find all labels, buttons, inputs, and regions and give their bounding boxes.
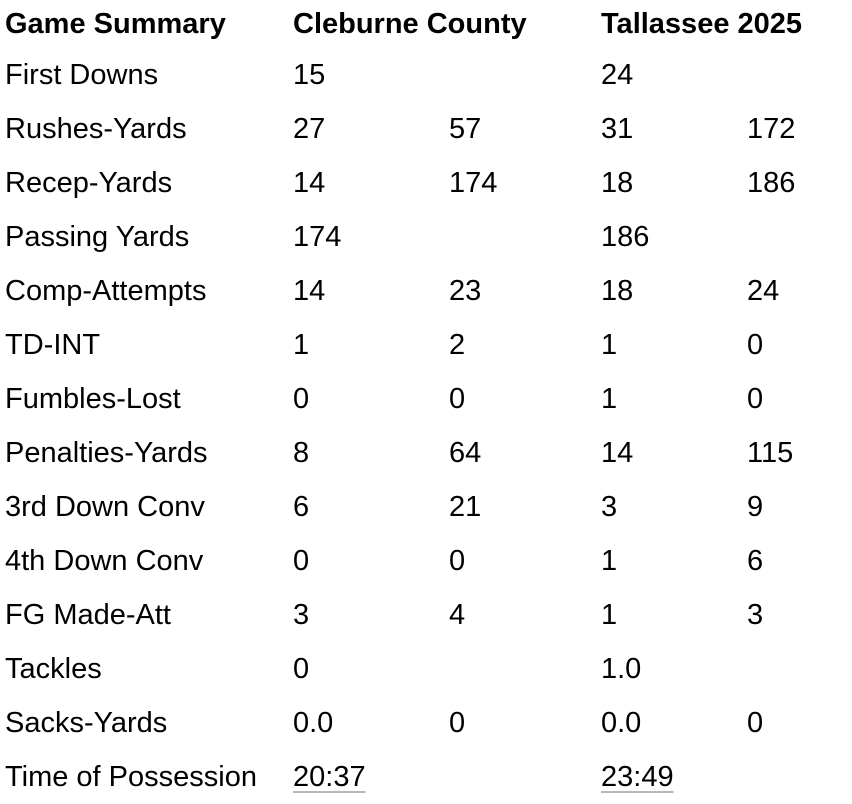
stat-label: First Downs bbox=[5, 58, 159, 91]
team2-value: 1 bbox=[601, 544, 618, 577]
team2-value-2: 0 bbox=[747, 382, 764, 415]
team1-value: 1 bbox=[293, 328, 310, 361]
team1-value: 0 bbox=[293, 652, 310, 685]
team2-value-2: 6 bbox=[747, 544, 764, 577]
team2-value: 1 bbox=[601, 328, 618, 361]
team2-value-2: 9 bbox=[747, 490, 764, 523]
stat-row-td-int: TD-INT 1 2 1 0 bbox=[5, 318, 847, 372]
stat-row-first-downs: First Downs 15 24 bbox=[5, 48, 847, 102]
stat-label: Fumbles-Lost bbox=[5, 382, 181, 415]
team1-value: 15 bbox=[293, 58, 326, 91]
team2-value: 0.0 bbox=[601, 706, 642, 739]
team2-value-2: 3 bbox=[747, 598, 764, 631]
stat-label: Penalties-Yards bbox=[5, 436, 208, 469]
team1-value: 0.0 bbox=[293, 706, 334, 739]
team1-value: 0 bbox=[293, 382, 310, 415]
stat-label: Tackles bbox=[5, 652, 102, 685]
team2-value: 18 bbox=[601, 166, 634, 199]
team1-value: 6 bbox=[293, 490, 310, 523]
team2-value: 31 bbox=[601, 112, 634, 145]
team2-value-2 bbox=[747, 210, 847, 264]
team1-time-value: 20:37 bbox=[293, 760, 366, 793]
stat-row-3rd-down-conv: 3rd Down Conv 6 21 3 9 bbox=[5, 480, 847, 534]
team1-value: 3 bbox=[293, 598, 310, 631]
stat-row-fg-made-att: FG Made-Att 3 4 1 3 bbox=[5, 588, 847, 642]
team1-value: 14 bbox=[293, 166, 326, 199]
team1-value-2 bbox=[449, 642, 601, 696]
team2-value: 24 bbox=[601, 58, 634, 91]
stat-row-recep-yards: Recep-Yards 14 174 18 186 bbox=[5, 156, 847, 210]
team2-value: 1.0 bbox=[601, 652, 642, 685]
stat-row-penalties-yards: Penalties-Yards 8 64 14 115 bbox=[5, 426, 847, 480]
stat-label: Comp-Attempts bbox=[5, 274, 207, 307]
team-cleburne-county-header: Cleburne County bbox=[293, 7, 527, 40]
team2-value-2: 186 bbox=[747, 166, 796, 199]
stat-label: Recep-Yards bbox=[5, 166, 173, 199]
stat-label: Passing Yards bbox=[5, 220, 190, 253]
stat-row-comp-attempts: Comp-Attempts 14 23 18 24 bbox=[5, 264, 847, 318]
stat-label: TD-INT bbox=[5, 328, 101, 361]
team1-value: 14 bbox=[293, 274, 326, 307]
team1-value-2 bbox=[449, 48, 601, 102]
game-summary-table: Game Summary Cleburne County Tallassee 2… bbox=[5, 0, 847, 804]
team1-value-2: 4 bbox=[449, 598, 466, 631]
stat-row-sacks-yards: Sacks-Yards 0.0 0 0.0 0 bbox=[5, 696, 847, 750]
team2-value-2: 24 bbox=[747, 274, 780, 307]
stat-label: Sacks-Yards bbox=[5, 706, 168, 739]
team1-value: 27 bbox=[293, 112, 326, 145]
stat-row-tackles: Tackles 0 1.0 bbox=[5, 642, 847, 696]
team2-value-2: 172 bbox=[747, 112, 796, 145]
team2-time-of-possession: 23:49 bbox=[601, 750, 747, 804]
team1-value-2: 23 bbox=[449, 274, 482, 307]
team1-value: 8 bbox=[293, 436, 310, 469]
stat-row-time-of-possession: Time of Possession 20:37 23:49 bbox=[5, 750, 847, 804]
team1-value-2: 0 bbox=[449, 706, 466, 739]
team2-value: 1 bbox=[601, 382, 618, 415]
team2-value-2 bbox=[747, 642, 847, 696]
team1-value-2: 57 bbox=[449, 112, 482, 145]
team2-value-2: 0 bbox=[747, 706, 764, 739]
team1-value-2: 174 bbox=[449, 166, 498, 199]
stat-label: FG Made-Att bbox=[5, 598, 171, 631]
team1-value-2: 2 bbox=[449, 328, 466, 361]
team1-value-2: 64 bbox=[449, 436, 482, 469]
team2-value-2 bbox=[747, 750, 847, 804]
team2-value: 186 bbox=[601, 220, 650, 253]
team1-value-2 bbox=[449, 210, 601, 264]
team2-value-2: 115 bbox=[747, 436, 794, 469]
stat-label: Rushes-Yards bbox=[5, 112, 187, 145]
team2-value: 18 bbox=[601, 274, 634, 307]
team2-value-2 bbox=[747, 48, 847, 102]
team1-value: 0 bbox=[293, 544, 310, 577]
team2-value: 1 bbox=[601, 598, 618, 631]
team1-value-2 bbox=[449, 750, 601, 804]
stat-label: 4th Down Conv bbox=[5, 544, 204, 577]
stat-row-passing-yards: Passing Yards 174 186 bbox=[5, 210, 847, 264]
team-tallassee-header: Tallassee 2025 bbox=[601, 7, 803, 40]
stat-row-fumbles-lost: Fumbles-Lost 0 0 1 0 bbox=[5, 372, 847, 426]
team1-value-2: 21 bbox=[449, 490, 482, 523]
team1-value-2: 0 bbox=[449, 544, 466, 577]
team2-value-2: 0 bbox=[747, 328, 764, 361]
stat-row-rushes-yards: Rushes-Yards 27 57 31 172 bbox=[5, 102, 847, 156]
stat-row-4th-down-conv: 4th Down Conv 0 0 1 6 bbox=[5, 534, 847, 588]
stat-label: 3rd Down Conv bbox=[5, 490, 205, 523]
header-row: Game Summary Cleburne County Tallassee 2… bbox=[5, 0, 847, 48]
team1-value: 174 bbox=[293, 220, 342, 253]
team2-value: 3 bbox=[601, 490, 618, 523]
team1-value-2: 0 bbox=[449, 382, 466, 415]
team2-value: 14 bbox=[601, 436, 634, 469]
team2-time-value: 23:49 bbox=[601, 760, 674, 793]
stat-label: Time of Possession bbox=[5, 760, 257, 793]
team1-time-of-possession: 20:37 bbox=[293, 750, 449, 804]
summary-title: Game Summary bbox=[5, 7, 226, 40]
